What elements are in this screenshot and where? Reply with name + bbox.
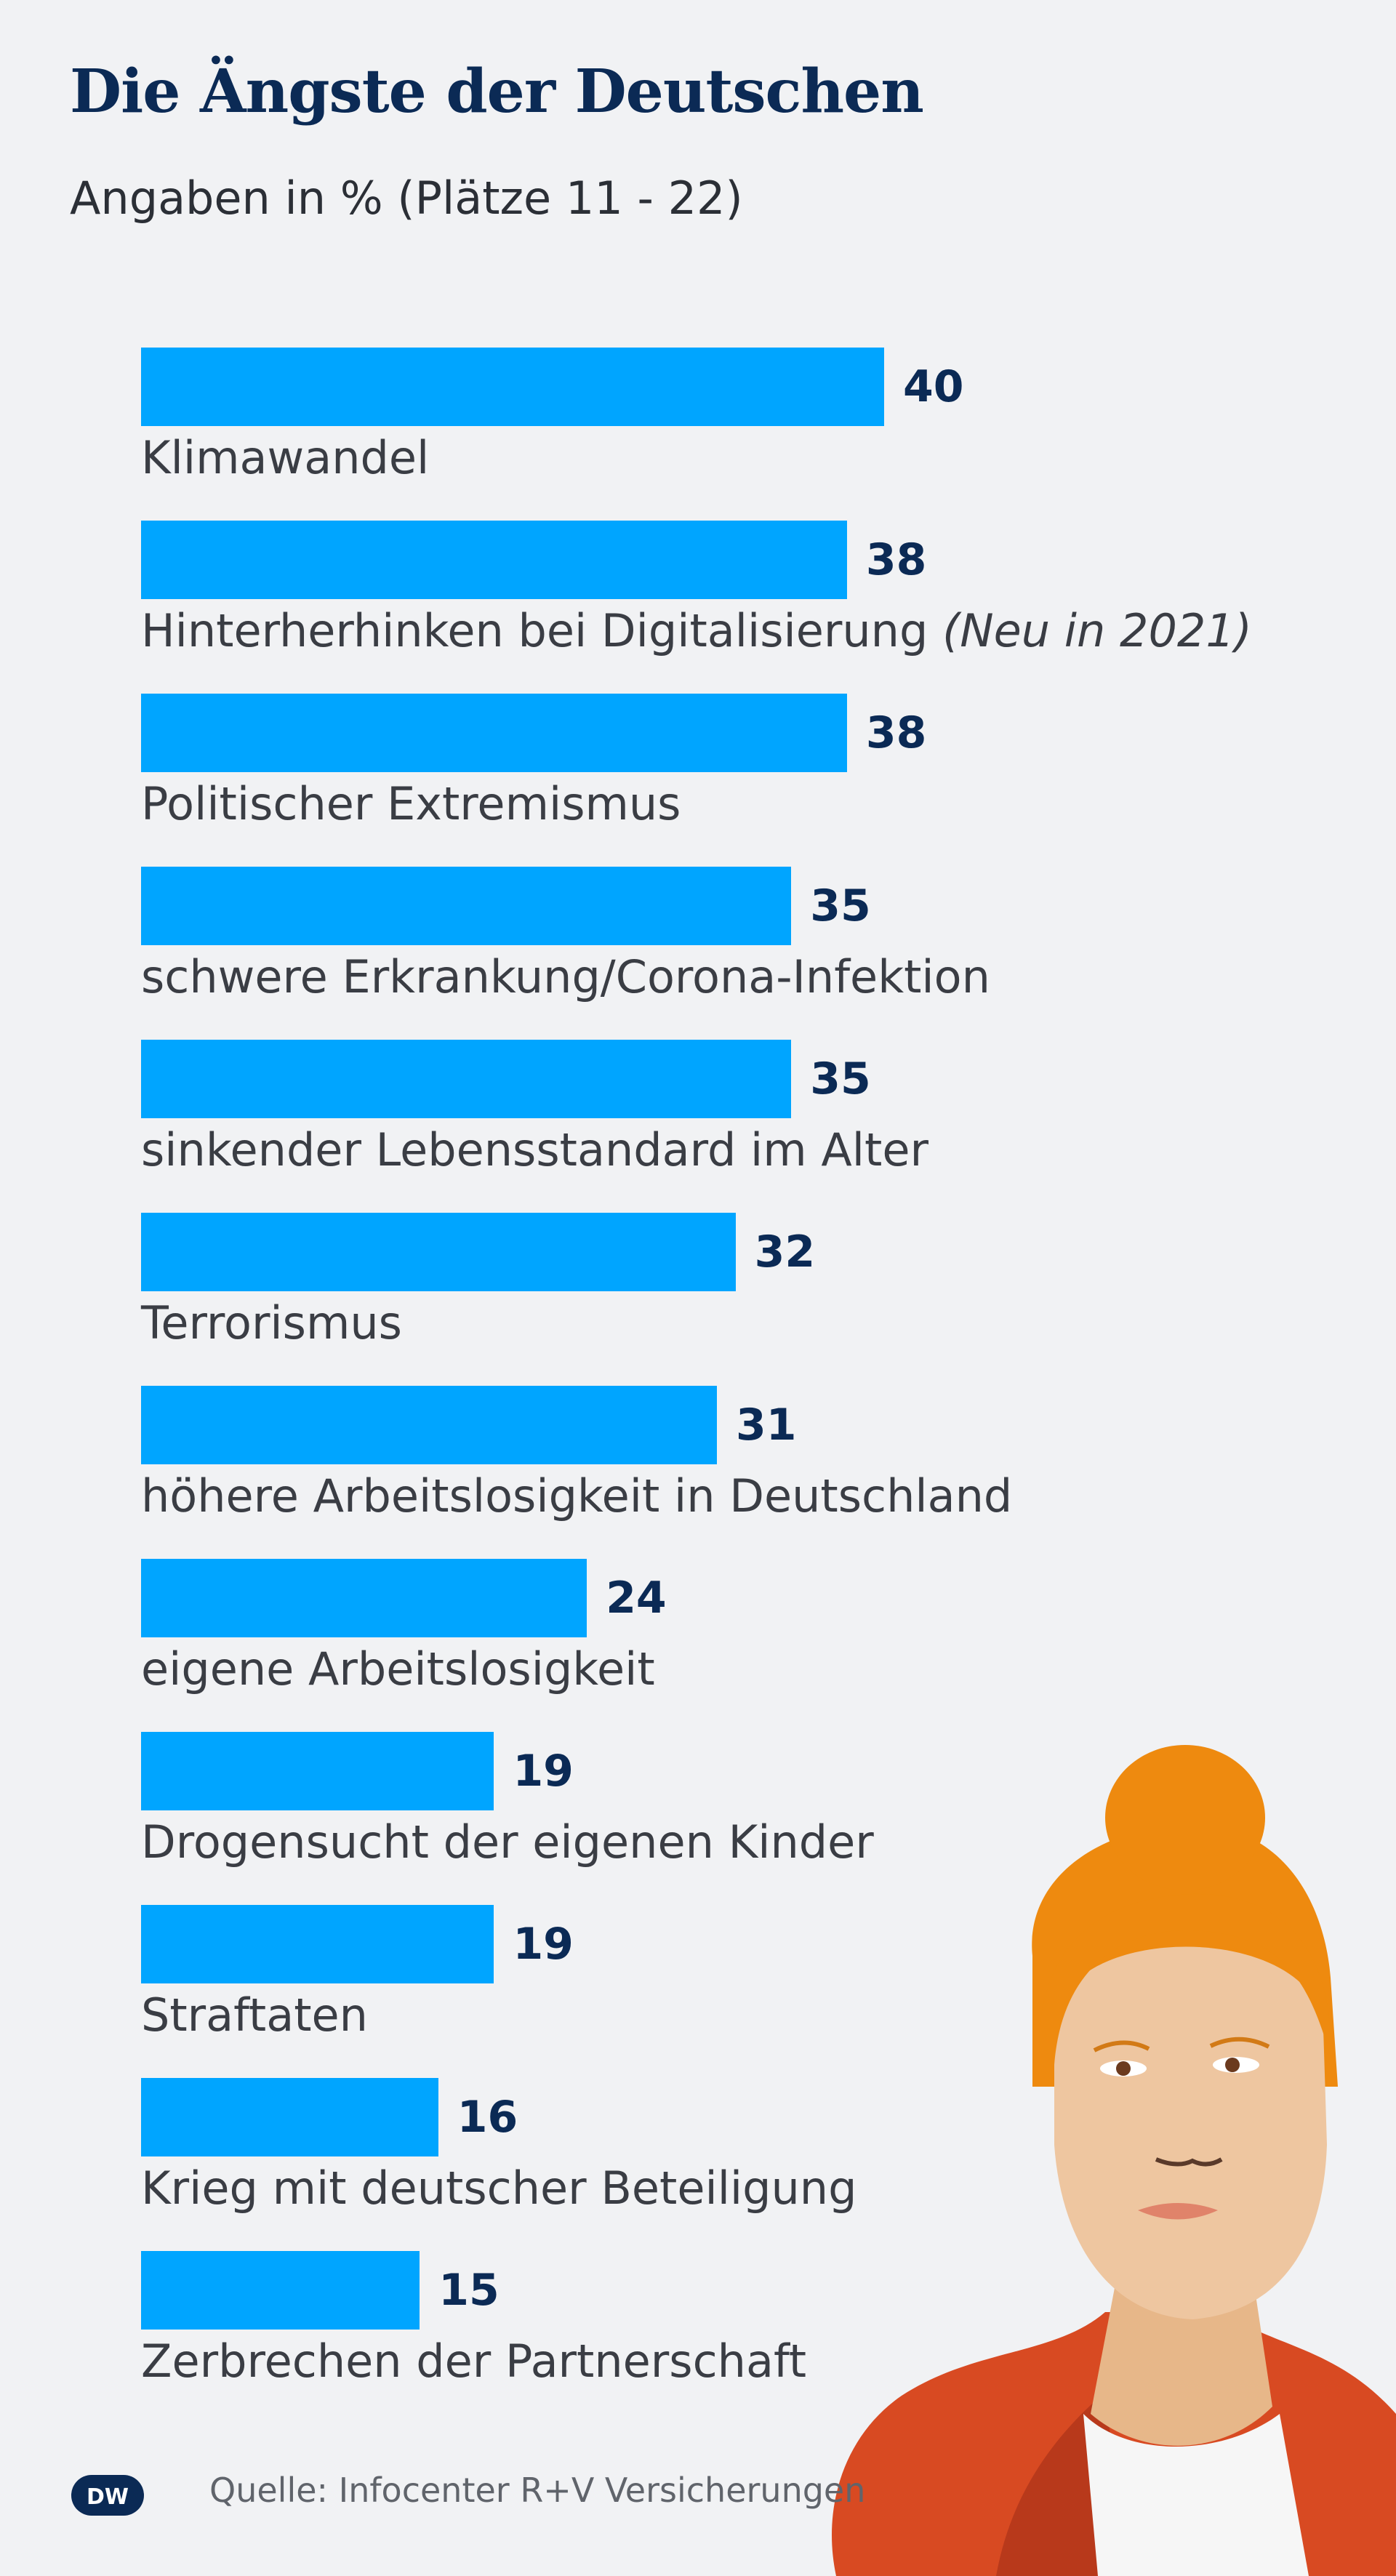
bar-value-8: 24: [606, 1573, 667, 1624]
bar-value-6: 32: [754, 1227, 816, 1277]
bar-label-text: höhere Arbeitslosigkeit in Deutschland: [141, 1469, 1013, 1522]
mouth: [1138, 2203, 1218, 2220]
bar-label-text: Straftaten: [141, 1989, 368, 2042]
bar-value-12: 15: [438, 2265, 500, 2316]
bar-value-4: 35: [810, 880, 871, 931]
bar-label-text: schwere Erkrankung/Corona-Infektion: [141, 950, 990, 1003]
bar-value-2: 38: [865, 534, 927, 585]
bar-label-5: sinkender Lebensstandard im Alter: [141, 1121, 928, 1179]
bar-10: [141, 1905, 494, 1983]
chart-subtitle: Angaben in % (Plätze 11 - 22): [70, 172, 743, 225]
woman-illustration: [832, 1745, 1396, 2576]
bar-6: [141, 1213, 736, 1291]
bar-1: [141, 348, 884, 426]
bar-label-4: schwere Erkrankung/Corona-Infektion: [141, 948, 990, 1006]
face-shape: [1054, 1946, 1327, 2319]
bar-label-text: eigene Arbeitslosigkeit: [141, 1642, 655, 1696]
bar-label-text: Terrorismus: [141, 1296, 402, 1349]
bar-value-9: 19: [513, 1746, 574, 1797]
bar-7: [141, 1386, 718, 1464]
bar-label-text: sinkender Lebensstandard im Alter: [141, 1123, 928, 1176]
source-note: Quelle: Infocenter R+V Versicherungen: [209, 2471, 866, 2510]
bar-2: [141, 521, 847, 599]
bar-label-2: Hinterherhinken bei Digitalisierung (Neu…: [141, 602, 1252, 660]
bar-label-text: Zerbrechen der Partnerschaft: [141, 2335, 807, 2388]
bar-label-text: Hinterherhinken bei Digitalisierung: [141, 604, 928, 657]
bar-value-3: 38: [865, 707, 927, 758]
nose: [1155, 2157, 1223, 2167]
bar-value-7: 31: [736, 1400, 797, 1450]
bar-label-text: Klimawandel: [141, 431, 430, 484]
bar-label-6: Terrorismus: [141, 1294, 402, 1352]
bar-label-text: Drogensucht der eigenen Kinder: [141, 1815, 874, 1869]
bar-9: [141, 1732, 494, 1810]
bar-12: [141, 2251, 420, 2330]
hair-fringe: [1039, 1893, 1331, 2065]
bar-11: [141, 2078, 438, 2156]
bar-value-10: 19: [513, 1919, 574, 1970]
bar-4: [141, 867, 792, 945]
bar-5: [141, 1040, 792, 1118]
bar-label-8: eigene Arbeitslosigkeit: [141, 1640, 655, 1698]
dw-logo-text: DW: [87, 2484, 129, 2510]
dw-logo: DW: [71, 2475, 144, 2516]
bar-3: [141, 694, 847, 772]
hair-bun: [1105, 1745, 1265, 1890]
bar-label-7: höhere Arbeitslosigkeit in Deutschland: [141, 1467, 1012, 1525]
shirt-shape: [1083, 2414, 1309, 2576]
bar-label-1: Klimawandel: [141, 429, 429, 487]
bar-label-note: (Neu in 2021): [942, 604, 1252, 657]
bar-label-text: Krieg mit deutscher Beteiligung: [141, 2162, 857, 2215]
bar-value-11: 16: [457, 2092, 518, 2143]
bar-label-10: Straftaten: [141, 1986, 368, 2045]
bar-label-12: Zerbrechen der Partnerschaft: [141, 2332, 806, 2391]
bar-label-text: Politischer Extremismus: [141, 777, 681, 830]
chart-title: Die Ängste der Deutschen: [70, 57, 924, 127]
bar-label-11: Krieg mit deutscher Beteiligung: [141, 2159, 857, 2218]
bar-value-5: 35: [810, 1054, 871, 1104]
bar-label-3: Politischer Extremismus: [141, 775, 681, 833]
bar-8: [141, 1559, 587, 1637]
bar-label-9: Drogensucht der eigenen Kinder: [141, 1813, 874, 1871]
bar-value-1: 40: [903, 361, 964, 412]
